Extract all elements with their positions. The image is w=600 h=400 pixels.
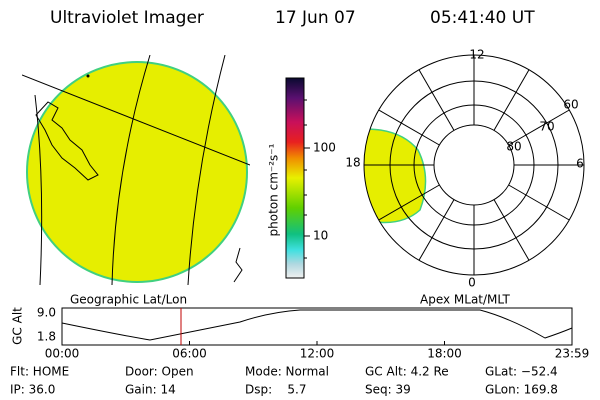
polar-spoke — [378, 109, 440, 146]
alt-x-tick-label: 23:59 — [555, 347, 590, 361]
lat-label: 60 — [563, 98, 578, 112]
time: 05:41:40 UT — [430, 8, 535, 28]
mlt-label: 12 — [469, 48, 484, 62]
alt-axis-label: GC Alt — [11, 307, 25, 345]
info-field: Seq: 39 — [365, 383, 411, 397]
alt-x-tick-label: 18:00 — [427, 347, 462, 361]
polar-plot — [363, 54, 585, 276]
info-field: GLat: −52.4 — [485, 365, 558, 379]
polar-spoke — [418, 199, 455, 261]
polar-spoke — [508, 109, 570, 146]
projection-label: Geographic Lat/Lon — [70, 293, 187, 307]
lat-label: 80 — [506, 140, 521, 154]
polar-spoke — [493, 69, 530, 131]
info-field: IP: 36.0 — [10, 383, 55, 397]
polar-spoke — [418, 69, 455, 131]
color-bar-label: 10 — [313, 229, 328, 243]
alt-x-tick-label: 12:00 — [300, 347, 335, 361]
color-bar — [285, 77, 305, 279]
title: Ultraviolet Imager — [50, 8, 204, 28]
info-field: Door: Open — [125, 365, 194, 379]
alt-tick-label: 9.0 — [37, 306, 56, 320]
date: 17 Jun 07 — [275, 8, 356, 28]
polar-spoke — [493, 199, 530, 261]
geo-image — [22, 55, 250, 285]
info-field: Gain: 14 — [125, 383, 176, 397]
color-bar-unit: photon cm⁻²s⁻¹ — [267, 143, 281, 236]
info-field: Dsp: 5.7 — [245, 383, 307, 397]
color-bar-ticks — [304, 99, 310, 259]
alt-x-tick-label: 06:00 — [172, 347, 207, 361]
alt-plot-frame — [61, 307, 573, 346]
info-field: GC Alt: 4.2 Re — [365, 365, 449, 379]
info-field: Mode: Normal — [245, 365, 329, 379]
alt-tick-label: 1.8 — [37, 330, 56, 344]
polar-spoke — [378, 184, 440, 221]
mlt-label: 0 — [468, 276, 476, 290]
lat-label: 70 — [539, 120, 554, 134]
mlt-label: 18 — [345, 156, 360, 170]
info-field: GLon: 169.8 — [485, 383, 558, 397]
mlt-label: 6 — [576, 157, 584, 171]
polar-spoke — [508, 184, 570, 221]
info-field: Flt: HOME — [10, 365, 69, 379]
alt-curve — [61, 309, 573, 341]
alt-x-tick-label: 00:00 — [45, 347, 80, 361]
projection-label: Apex MLat/MLT — [420, 293, 510, 307]
color-bar-label: 100 — [313, 141, 336, 155]
